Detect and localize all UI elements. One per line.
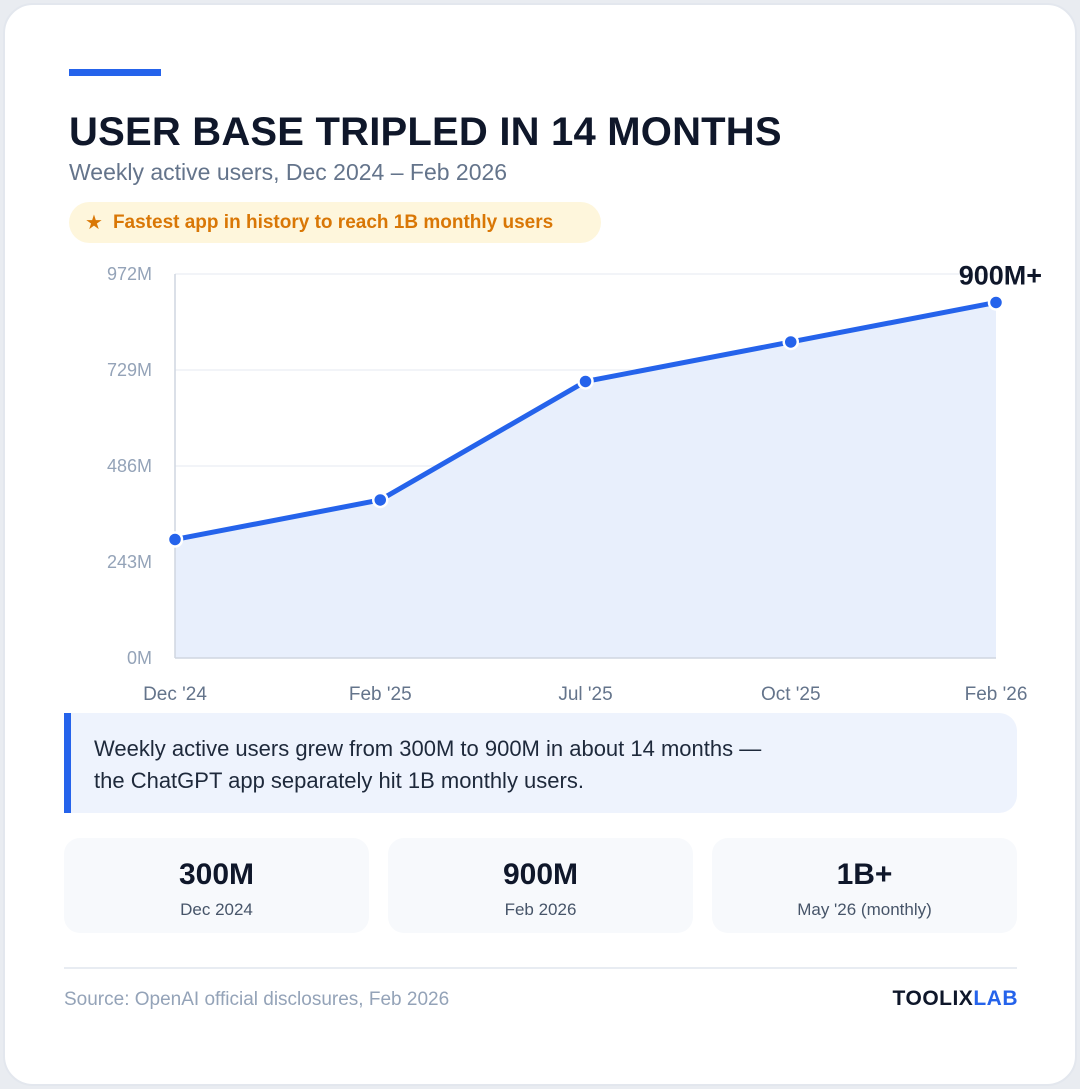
data-point [987,294,1005,311]
line-chart: 0M 243M 486M 729M 972M Dec '24 Feb '25 Jul '25 O… [107,260,1042,705]
y-tick-label: 486M [107,456,152,476]
page-subtitle: Weekly active users, Dec 2024 – Feb 2026 [69,159,508,185]
stat-value: 300M [178,858,255,891]
stat-label: Dec 2024 [180,900,253,919]
x-tick-label: Jul '25 [558,684,612,705]
star-icon: ★ [85,211,103,234]
footer-divider [64,967,1017,969]
stat-label: May '26 (monthly) [797,900,932,919]
stat-card-start: 300M Dec 2024 [64,838,369,933]
x-tick-label: Feb '26 [965,684,1028,705]
stat-card-monthly: 1B+ May '26 (monthly) [712,838,1017,933]
y-tick-label: 729M [107,360,152,380]
data-point [782,333,799,351]
stat-value: 900M [502,858,579,891]
page-title: USER BASE TRIPLED IN 14 MONTHS [69,110,782,154]
x-tick-label: Feb '25 [349,684,412,705]
x-tick-label: Oct '25 [761,684,821,705]
stat-card-current: 900M Feb 2026 [388,838,693,933]
x-tick-label: Dec '24 [143,684,207,705]
source-note: Source: OpenAI official disclosures, Feb… [64,989,450,1010]
data-point [577,373,594,390]
data-point [372,491,389,509]
stat-value: 1B+ [836,858,893,891]
callout-box: Weekly active users grew from 300M to 90… [64,713,1017,813]
badge-text: Fastest app in history to reach 1B month… [112,211,554,233]
y-tick-label: 243M [107,552,152,572]
brand-logo: TOOLIXLAB [893,987,1018,1011]
area-fill [175,302,996,658]
brand-part1: TOOLIX [892,987,974,1010]
y-tick-label: 972M [107,264,152,284]
accent-bar [69,69,161,76]
data-point [166,531,184,548]
stat-label: Feb 2026 [504,900,577,919]
callout-text: Weekly active users grew from 300M to 90… [94,736,762,793]
brand-part2: LAB [973,987,1018,1010]
y-tick-label: 0M [127,648,152,668]
end-value-label: 900M+ [959,260,1042,290]
highlight-badge: ★ Fastest app in history to reach 1B mon… [69,202,601,243]
